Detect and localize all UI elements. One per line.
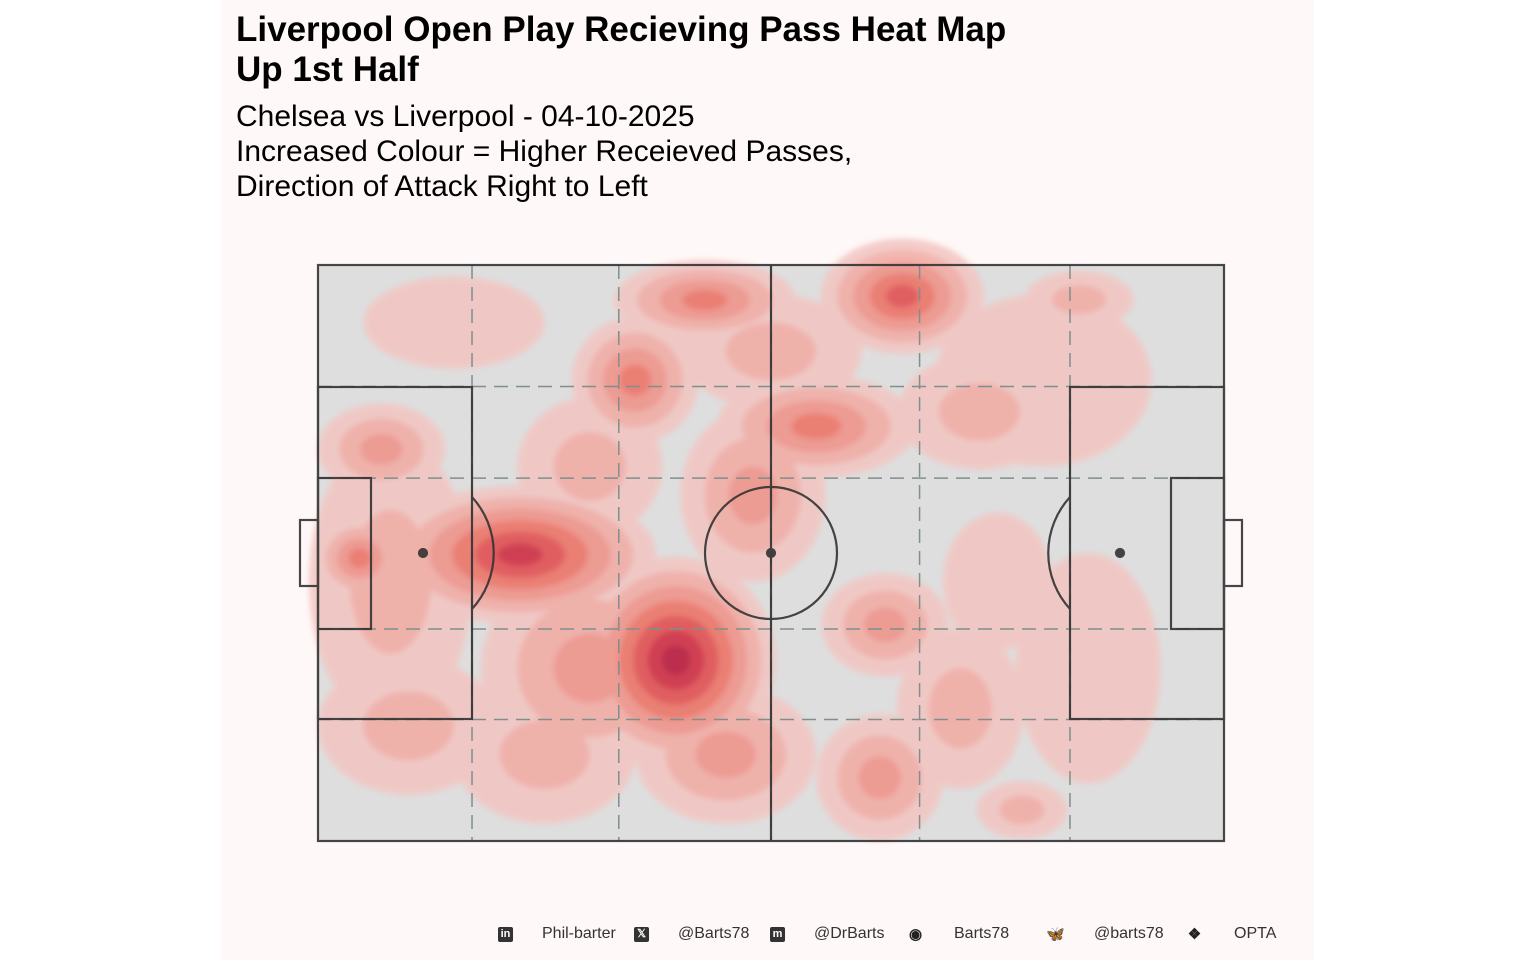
dropbox-icon: ❖ <box>1187 926 1202 943</box>
density-contour <box>349 509 432 654</box>
mastodon-icon: m <box>770 927 785 942</box>
density-contour <box>1015 553 1161 784</box>
density-contour <box>928 668 993 749</box>
density-contour <box>934 293 1152 467</box>
subtitle-line: Direction of Attack Right to Left <box>236 170 648 203</box>
footer-credit-text: @Barts78 <box>678 925 750 942</box>
density-contour <box>360 433 403 465</box>
footer-credits: in Phil-barter 𝕏 @Barts78 m @DrBarts ◉ Barts78 🦋… <box>0 925 1536 947</box>
density-contour <box>553 432 627 502</box>
bluesky-icon: 🦋 <box>1046 926 1065 943</box>
footer-credit-text: Phil-barter <box>542 925 616 942</box>
density-contour <box>938 383 1021 441</box>
density-contour <box>363 276 545 369</box>
density-layer <box>308 238 1161 841</box>
penalty-spot-right <box>1114 547 1126 559</box>
density-contour <box>858 756 901 799</box>
pitch-markings <box>298 263 1244 843</box>
density-contour <box>553 633 627 703</box>
subtitle-line: Increased Colour = Higher Receieved Pass… <box>236 135 853 168</box>
density-contour <box>791 413 842 440</box>
footer-credit-text: Barts78 <box>954 925 1010 942</box>
density-contour <box>682 290 728 311</box>
penalty-spot-left <box>417 547 429 559</box>
footer-credit-text: @barts78 <box>1094 925 1164 942</box>
x-twitter-icon: 𝕏 <box>634 927 649 942</box>
density-contour <box>943 512 1052 651</box>
subtitle-line: Chelsea vs Liverpool - 04-10-2025 <box>236 100 695 133</box>
goal-right <box>1222 518 1244 588</box>
footer-credit-text: @DrBarts <box>814 925 885 942</box>
density-contour <box>363 691 454 761</box>
goal-left <box>298 518 320 588</box>
title-line: Liverpool Open Play Recieving Pass Heat … <box>236 10 1007 49</box>
penalty-arc-right <box>1047 496 1071 610</box>
github-icon: ◉ <box>908 926 923 943</box>
chart-title: Liverpool Open Play Recieving Pass Heat … <box>236 10 1006 90</box>
density-contour <box>348 548 372 569</box>
density-contour <box>695 731 756 778</box>
title-line: Up 1st Half <box>236 50 419 89</box>
density-contour <box>497 543 543 567</box>
density-level-7 <box>661 645 691 675</box>
chart-subtitle: Chelsea vs Liverpool - 04-10-2025 Increa… <box>236 99 852 204</box>
density-contour <box>728 466 778 525</box>
penalty-arc-left <box>471 496 495 610</box>
centre-spot <box>765 547 777 559</box>
density-contour <box>999 795 1045 825</box>
density-contour <box>1051 285 1107 314</box>
density-contour <box>619 364 651 397</box>
density-contour <box>864 607 907 643</box>
linkedin-icon: in <box>498 927 513 942</box>
density-contour <box>886 284 919 308</box>
footer-credit-text: OPTA <box>1234 925 1277 942</box>
density-contour <box>499 720 590 790</box>
density-contour <box>661 645 691 675</box>
centre-circle <box>703 485 839 621</box>
